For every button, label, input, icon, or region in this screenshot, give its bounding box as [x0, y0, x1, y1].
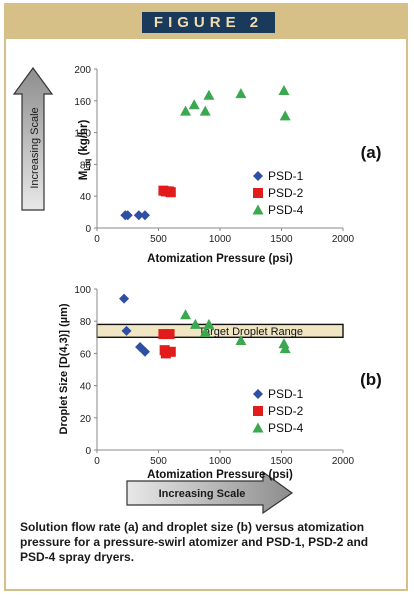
triangle-data-point [199, 326, 211, 337]
series-psd-2 [158, 185, 176, 198]
triangle-data-point [189, 318, 201, 329]
triangle-data-point [278, 338, 290, 349]
figure-caption: Solution flow rate (a) and droplet size … [20, 520, 369, 564]
x-tick-label: 0 [94, 456, 100, 467]
legend-marker-psd-1 [253, 389, 263, 399]
square-data-point [165, 187, 176, 198]
diamond-data-point [133, 210, 144, 221]
x-tick-label: 1000 [209, 234, 232, 245]
legend-label-psd-1: PSD-1 [268, 387, 304, 401]
y-axis-label: MLiq (kg/hr) [78, 120, 92, 181]
y-tick-label: 0 [85, 224, 91, 235]
diamond-data-point [121, 325, 132, 336]
y-tick-label: 20 [80, 414, 92, 425]
diamond-data-point [122, 210, 133, 221]
y-tick-label: 160 [74, 97, 91, 108]
diamond-data-point [139, 210, 150, 221]
legend-label-psd-2: PSD-2 [268, 404, 304, 418]
square-data-point [164, 329, 175, 340]
triangle-data-point [279, 110, 291, 121]
legend-marker-psd-1 [253, 171, 263, 181]
triangle-data-point [180, 309, 192, 320]
horizontal-arrow-shape [126, 470, 294, 515]
x-axis-label: Atomization Pressure (psi) [147, 469, 293, 481]
horizontal-scale-arrow: Increasing Scale [126, 470, 294, 515]
horizontal-arrow-label: Increasing Scale [159, 488, 246, 500]
diamond-data-point [119, 293, 130, 304]
y-tick-label: 40 [80, 192, 92, 203]
chart-a: 0 500 1000 1500 2000 0 40 80 120 160 200 Atomizatio… [74, 65, 381, 265]
series-psd-1 [120, 210, 150, 221]
x-tick-label: 0 [94, 234, 100, 245]
triangle-data-point [188, 99, 200, 110]
triangle-data-point [278, 84, 290, 95]
y-axis-label-unit: (kg/hr) [78, 120, 90, 159]
legend-marker-psd-4 [252, 422, 264, 433]
triangle-data-point [199, 105, 211, 116]
series-psd-4 [180, 84, 291, 121]
y-axis-label-subscript: Liq [83, 159, 92, 171]
diamond-data-point [139, 346, 150, 357]
legend-label-psd-1: PSD-1 [268, 169, 304, 183]
legend-marker-psd-2 [253, 188, 263, 198]
x-tick-label: 2000 [332, 234, 355, 245]
triangle-data-point [235, 335, 247, 346]
x-tick-label: 1500 [270, 234, 293, 245]
x-tick-label: 500 [150, 456, 167, 467]
series-psd-2 [158, 329, 176, 359]
legend-marker-psd-4 [252, 204, 264, 215]
triangle-data-point [203, 89, 215, 100]
x-tick-label: 500 [150, 234, 167, 245]
legend-label-psd-4: PSD-4 [268, 203, 304, 217]
legend-marker-psd-2 [253, 406, 263, 416]
vertical-scale-arrow: Increasing Scale [12, 66, 54, 211]
series-psd-4 [180, 309, 291, 354]
triangle-data-point [203, 318, 215, 329]
y-tick-label: 120 [74, 129, 91, 140]
y-tick-label: 200 [74, 65, 91, 76]
x-tick-label: 1500 [270, 456, 293, 467]
x-tick-label: 1000 [209, 456, 232, 467]
square-data-point [158, 329, 169, 340]
legend-label-psd-2: PSD-2 [268, 186, 304, 200]
x-tick-label: 2000 [332, 456, 355, 467]
y-axis-label-main: M [78, 171, 90, 181]
x-axis-label: Atomization Pressure (psi) [147, 253, 293, 265]
y-tick-label: 0 [85, 446, 91, 457]
y-tick-label: 80 [80, 317, 92, 328]
y-tick-label: 40 [80, 382, 92, 393]
y-axis-label: Droplet Size [D(4,3)] (µm) [58, 303, 70, 434]
legend-label-psd-4: PSD-4 [268, 421, 304, 435]
target-range-label: Target Droplet Range [198, 326, 303, 338]
y-tick-label: 80 [80, 160, 92, 171]
triangle-data-point [279, 343, 291, 354]
vertical-arrow-label: Increasing Scale [29, 107, 41, 188]
triangle-data-point [235, 88, 247, 99]
series-psd-1 [119, 293, 150, 357]
triangle-data-point [180, 105, 192, 116]
y-tick-label: 60 [80, 349, 92, 360]
vertical-arrow-shape [12, 66, 54, 211]
panel-label: (b) [360, 370, 382, 389]
y-tick-label: 100 [74, 285, 91, 296]
panel-label: (a) [361, 143, 382, 162]
square-data-point [160, 348, 171, 359]
chart-b: Target Droplet Range 0 500 1000 1500 2000 0 20 4… [58, 285, 382, 481]
figure-label: FIGURE 2 [142, 12, 275, 33]
